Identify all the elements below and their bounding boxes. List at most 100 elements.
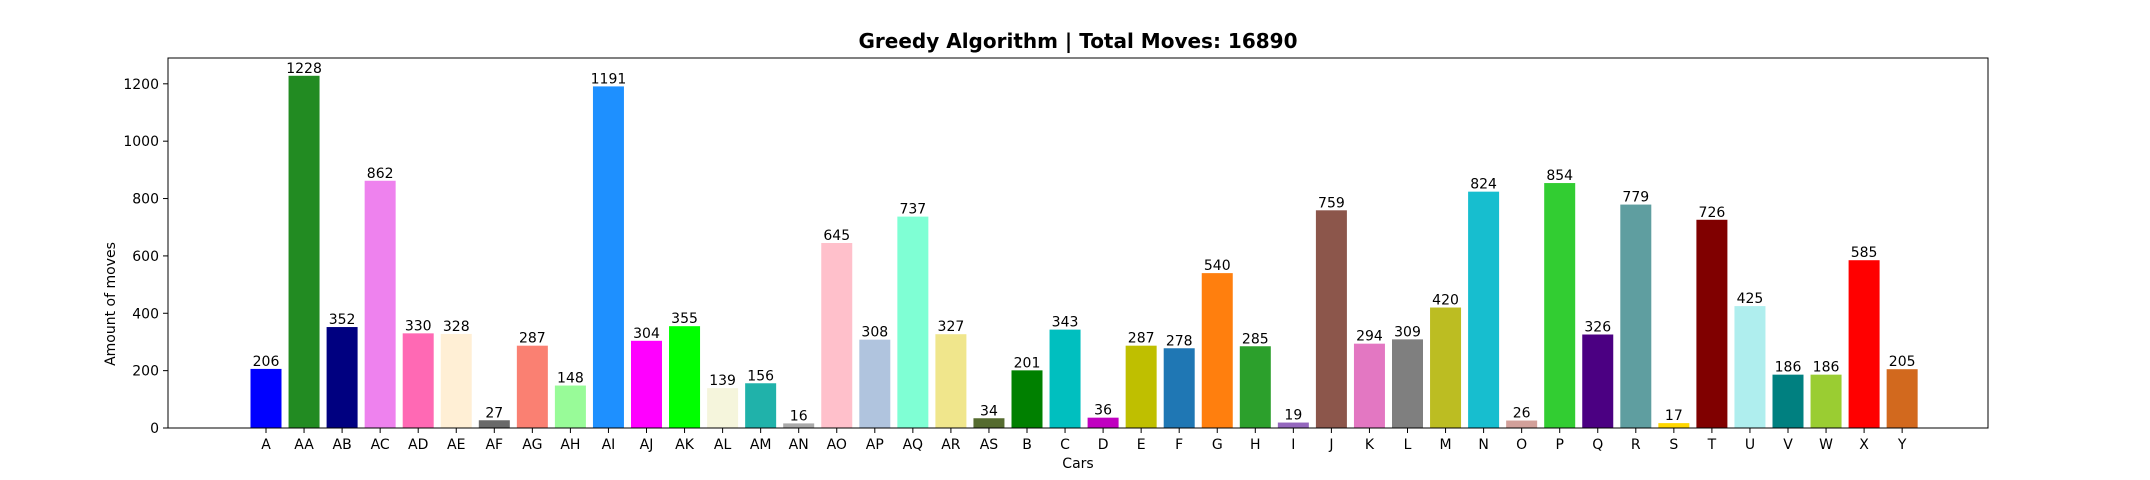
bar-value-label: 862 [367, 166, 394, 182]
x-tick-label: AA [294, 437, 314, 453]
bar-V [1772, 374, 1804, 428]
x-tick-label: AO [827, 437, 847, 453]
bar-AS [973, 418, 1005, 428]
bar-AB [326, 327, 358, 428]
bar-value-label: 355 [671, 311, 698, 327]
bar-AP [859, 339, 891, 428]
bar-value-label: 1228 [286, 61, 322, 77]
bar-Y [1886, 369, 1918, 428]
x-tick-label: K [1365, 437, 1375, 453]
bar-AA [288, 75, 320, 428]
x-tick-label: W [1819, 437, 1833, 453]
x-tick-label: AD [408, 437, 428, 453]
bar-A [250, 368, 282, 428]
x-tick-label: AG [522, 437, 542, 453]
x-tick-label: S [1669, 437, 1678, 453]
bar-value-label: 759 [1318, 195, 1345, 211]
bar-E [1125, 345, 1157, 428]
bar-X [1848, 260, 1880, 428]
bar-W [1810, 374, 1842, 428]
x-tick-label: E [1137, 437, 1146, 453]
bar-value-label: 645 [823, 228, 850, 244]
x-tick-label: J [1328, 437, 1333, 453]
x-tick-label: C [1060, 437, 1070, 453]
bar-value-label: 139 [709, 373, 736, 389]
bar-value-label: 308 [861, 325, 888, 341]
bar-J [1315, 210, 1347, 428]
y-tick-label: 600 [132, 249, 159, 265]
x-tick-label: I [1291, 437, 1295, 453]
bar-AK [669, 326, 701, 428]
bar-S [1658, 423, 1690, 428]
bar-value-label: 17 [1665, 408, 1683, 424]
y-tick-label: 1200 [123, 77, 159, 93]
bar-value-label: 330 [405, 318, 432, 334]
x-tick-label: AF [485, 437, 503, 453]
bar-L [1392, 339, 1423, 428]
bars-group [250, 75, 1918, 429]
x-tick-label: D [1098, 437, 1109, 453]
bar-value-label: 540 [1204, 258, 1231, 274]
x-tick-label: X [1859, 437, 1869, 453]
bar-value-label: 156 [747, 368, 774, 384]
bar-AO [821, 243, 853, 428]
x-tick-label: AI [602, 437, 616, 453]
bar-value-label: 854 [1546, 168, 1573, 184]
x-tick-label: A [261, 437, 271, 453]
x-tick-label: H [1250, 437, 1261, 453]
x-tick-label: AP [866, 437, 884, 453]
x-tick-label: L [1404, 437, 1412, 453]
bar-value-label: 327 [938, 319, 965, 335]
plot-area-frame [167, 57, 1989, 429]
x-tick-label: AL [714, 437, 732, 453]
y-tick-label: 1000 [123, 134, 159, 150]
x-tick-label: AN [789, 437, 809, 453]
x-tick-label: P [1555, 437, 1563, 453]
bar-value-label: 36 [1094, 403, 1112, 419]
x-tick-label: AS [980, 437, 999, 453]
bar-AE [440, 333, 472, 428]
bar-value-label: 19 [1284, 408, 1302, 424]
x-tick-label: AK [675, 437, 695, 453]
bar-AD [402, 333, 434, 428]
bar-AG [516, 345, 548, 428]
bar-value-label: 34 [980, 403, 998, 419]
bar-G [1201, 273, 1233, 428]
x-tick-label: B [1022, 437, 1032, 453]
bar-AI [592, 86, 624, 429]
bar-value-label: 726 [1699, 205, 1726, 221]
bar-labels-group: 206 1228 352 862 330 328 27 287 148 1191 304 355 139… [253, 61, 1916, 425]
y-tick-label: 0 [150, 421, 159, 437]
bar-AH [554, 385, 586, 428]
x-tick-label: Y [1897, 437, 1907, 453]
x-tick-label: AR [941, 437, 961, 453]
bar-I [1277, 422, 1309, 428]
bar-value-label: 328 [443, 319, 470, 335]
bar-value-label: 737 [899, 202, 926, 218]
x-tick-label: U [1745, 437, 1755, 453]
bar-value-label: 186 [1775, 360, 1802, 376]
x-tick-label: R [1631, 437, 1641, 453]
x-tick-label: F [1175, 437, 1183, 453]
bar-value-label: 309 [1394, 324, 1421, 340]
x-tick-label: AC [371, 437, 390, 453]
x-tick-label: M [1440, 437, 1452, 453]
x-tick-label: N [1478, 437, 1488, 453]
bar-H [1239, 346, 1271, 428]
bar-value-label: 824 [1470, 177, 1497, 193]
bar-K [1353, 343, 1385, 428]
x-tick-label: O [1516, 437, 1527, 453]
bar-R [1620, 204, 1652, 428]
bar-value-label: 287 [519, 331, 546, 347]
bar-AN [783, 423, 815, 428]
bar-value-label: 585 [1851, 245, 1878, 261]
x-tick-label: V [1783, 437, 1793, 453]
bar-value-label: 343 [1052, 315, 1079, 331]
bar-N [1468, 191, 1500, 428]
x-axis-ticks: A AA AB AC AD AE AF AG AH AI AJ AK AL AM AN AO AP AQ AR AS B… [261, 428, 1907, 453]
bar-value-label: 1191 [591, 71, 627, 87]
bar-B [1011, 370, 1043, 428]
x-tick-label: AJ [640, 437, 654, 453]
bar-AQ [897, 216, 929, 428]
